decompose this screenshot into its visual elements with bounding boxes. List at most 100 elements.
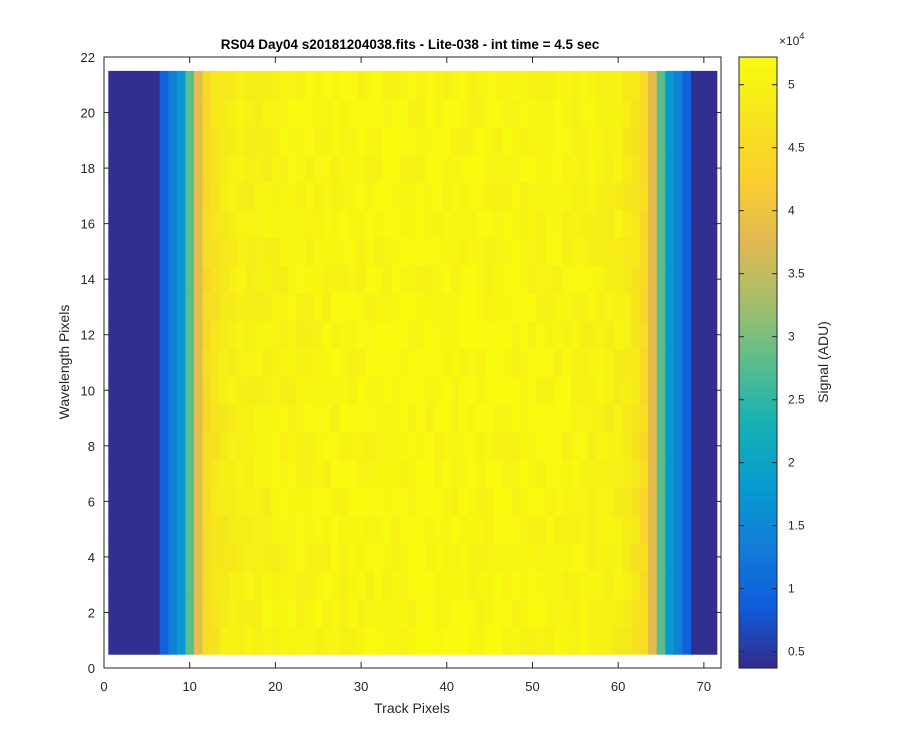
heatmap-cell [193,404,204,433]
heatmap-cell [562,404,572,433]
heatmap-cell [433,570,444,600]
heatmap-cell [348,98,358,128]
heatmap-cell [476,98,486,128]
heatmap-cell [348,126,358,155]
heatmap-cell [296,376,306,405]
heatmap-cell [168,181,178,211]
colorbar-swatch [739,367,777,374]
heatmap-cell [416,348,426,377]
colorbar-swatch [739,174,777,180]
heatmap-cell [168,515,178,544]
heatmap-cell [125,348,135,377]
heatmap-cell [211,70,221,100]
heatmap-cell [433,459,444,489]
heatmap-cell [365,293,375,322]
heatmap-cell [288,70,298,100]
heatmap-cell [579,431,589,461]
colorbar-swatch [739,555,777,562]
x-tick-label: 60 [611,679,625,694]
heatmap-cell [116,265,127,294]
heatmap-cell [579,237,589,266]
heatmap-cell [391,543,401,572]
heatmap-cell [245,348,255,377]
heatmap-cell [459,515,469,544]
heatmap-cell [511,237,521,266]
heatmap-cell [296,126,306,155]
heatmap-cell [331,126,341,155]
heatmap-cell [391,265,401,294]
heatmap-cell [682,181,692,211]
x-tick-label: 10 [182,679,196,694]
colorbar-axis: 0.511.522.533.544.55 [739,78,805,659]
heatmap-cell [639,459,649,489]
heatmap-cell [433,126,444,155]
heatmap-cell [511,209,521,239]
heatmap-cell [665,265,675,294]
colorbar-swatch [739,652,777,659]
heatmap-cell [133,459,144,489]
heatmap-cell [193,98,204,128]
heatmap-cell [142,404,152,433]
heatmap-cell [116,487,127,516]
heatmap-cell [245,293,255,322]
heatmap-cell [502,320,512,350]
heatmap-cell [382,404,392,433]
heatmap-cell [571,570,581,600]
heatmap-cell [382,209,392,239]
heatmap-cell [613,237,624,266]
heatmap-cell [322,265,332,294]
colorbar-swatch [739,489,777,496]
heatmap-cell [536,265,546,294]
heatmap-cell [305,348,315,377]
heatmap-cell [622,598,632,627]
heatmap-cell [322,98,332,128]
colorbar-swatch [739,118,777,124]
heatmap-cell [313,570,324,600]
heatmap-cell [425,265,435,294]
colorbar-tick-label: 2 [788,456,795,470]
colorbar-swatch [739,347,777,353]
heatmap-cell [151,209,161,239]
heatmap-cell [288,626,298,655]
colorbar-swatch [739,393,777,399]
heatmap-cell [553,598,564,627]
heatmap-cell [596,515,606,544]
heatmap-cell [313,487,324,516]
heatmap-cell [228,431,238,461]
heatmap-cell [356,70,366,100]
heatmap-cell [133,487,144,516]
heatmap-cell [382,98,392,128]
heatmap-cell [493,459,504,489]
heatmap-cell [296,348,306,377]
heatmap-cell [665,570,675,600]
heatmap-cell [262,543,272,572]
heatmap-cell [605,515,615,544]
colorbar-tick-label: 1.5 [788,519,805,533]
heatmap-cell [459,126,469,155]
heatmap-cell [151,570,161,600]
heatmap-cell [271,431,281,461]
heatmap-cell [485,376,495,405]
colorbar-swatch [739,194,777,201]
heatmap-cell [356,181,366,211]
heatmap-cell [468,181,478,211]
heatmap-cell [211,98,221,128]
heatmap-cell [305,181,315,211]
heatmap-cell [639,320,649,350]
heatmap-cell [391,570,401,600]
heatmap-cell [253,404,264,433]
heatmap-cell [656,404,666,433]
heatmap-cell [476,376,486,405]
heatmap-cell [185,487,195,516]
heatmap-cell [108,515,118,544]
heatmap-cell [176,293,187,322]
heatmap-cell [665,237,675,266]
heatmap-cell [185,126,195,155]
colorbar-swatch [739,372,777,379]
heatmap-cell [142,459,152,489]
heatmap-cell [691,404,701,433]
heatmap-cell [562,487,572,516]
heatmap-cell [185,209,195,239]
heatmap-cell [271,459,281,489]
